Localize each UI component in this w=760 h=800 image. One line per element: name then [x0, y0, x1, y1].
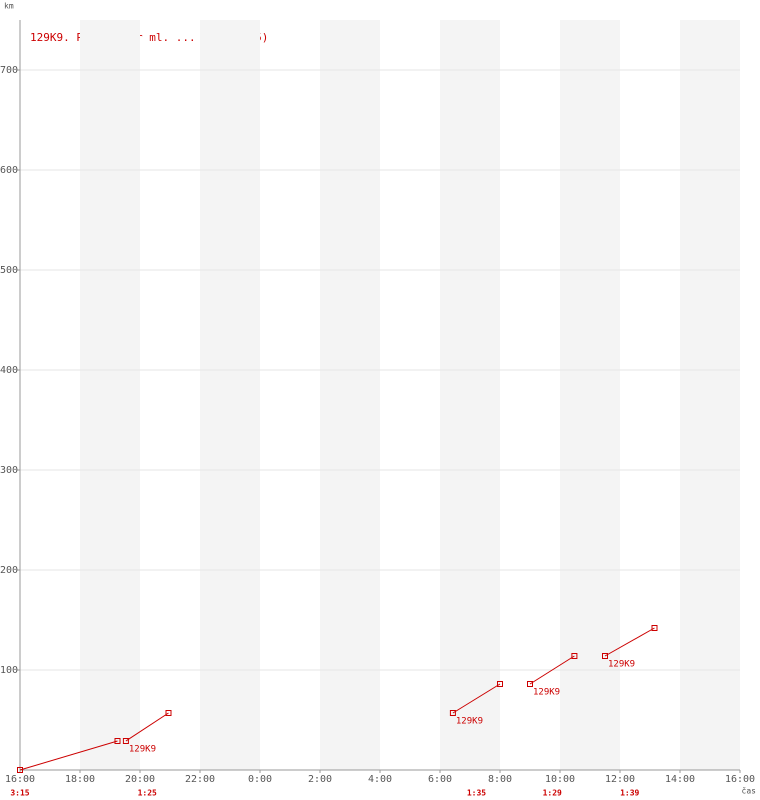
band — [320, 20, 380, 770]
x-tick-label: 8:00 — [488, 774, 512, 785]
point — [602, 653, 608, 659]
y-tick-label: 200 — [0, 565, 18, 576]
duration-label: 1:35 — [467, 789, 486, 798]
series-label: 129K9 — [456, 717, 483, 727]
y-tick-label: 500 — [0, 265, 18, 276]
series-line — [529, 655, 575, 685]
x-tick-label: 0:00 — [248, 774, 272, 785]
y-tick-label: 300 — [0, 465, 18, 476]
band — [440, 20, 500, 770]
duration-label: 1:29 — [543, 789, 562, 798]
y-tick-label: 400 — [0, 365, 18, 376]
y-tick-label: 600 — [0, 165, 18, 176]
x-tick-label: 20:00 — [125, 774, 155, 785]
x-tick-label: 12:00 — [605, 774, 635, 785]
x-tick-label: 6:00 — [428, 774, 452, 785]
x-tick-label: 16:00 — [5, 774, 35, 785]
series-label: 129K9 — [129, 745, 156, 755]
band — [80, 20, 140, 770]
point — [122, 738, 129, 744]
y-tick-label: 100 — [0, 665, 18, 676]
point — [165, 710, 172, 716]
x-tick-label: 4:00 — [368, 774, 392, 785]
x-tick-label: 14:00 — [665, 774, 695, 785]
series-label: 129K9 — [533, 688, 560, 698]
duration-label: 1:25 — [138, 789, 157, 798]
duration-label: 3:15 — [10, 789, 29, 798]
y-tick-label: 700 — [0, 65, 18, 76]
x-axis-label: čas — [742, 786, 757, 796]
duration-label: 1:39 — [620, 789, 639, 798]
point — [17, 767, 23, 773]
x-tick-label: 2:00 — [308, 774, 332, 785]
band — [680, 20, 740, 770]
series-label: 129K9 — [608, 660, 635, 670]
point — [571, 653, 578, 659]
band — [560, 20, 620, 770]
point — [449, 710, 456, 716]
series-line — [19, 740, 118, 771]
point — [114, 738, 121, 744]
point — [497, 681, 503, 687]
series-line — [452, 683, 501, 714]
series-line — [604, 627, 655, 657]
series-line — [125, 712, 169, 742]
x-tick-label: 10:00 — [545, 774, 575, 785]
x-tick-label: 16:00 — [725, 774, 755, 785]
point — [527, 681, 533, 687]
x-tick-label: 18:00 — [65, 774, 95, 785]
y-axis-label: km — [4, 2, 14, 11]
point — [651, 625, 658, 631]
band — [200, 20, 260, 770]
x-tick-label: 22:00 — [185, 774, 215, 785]
